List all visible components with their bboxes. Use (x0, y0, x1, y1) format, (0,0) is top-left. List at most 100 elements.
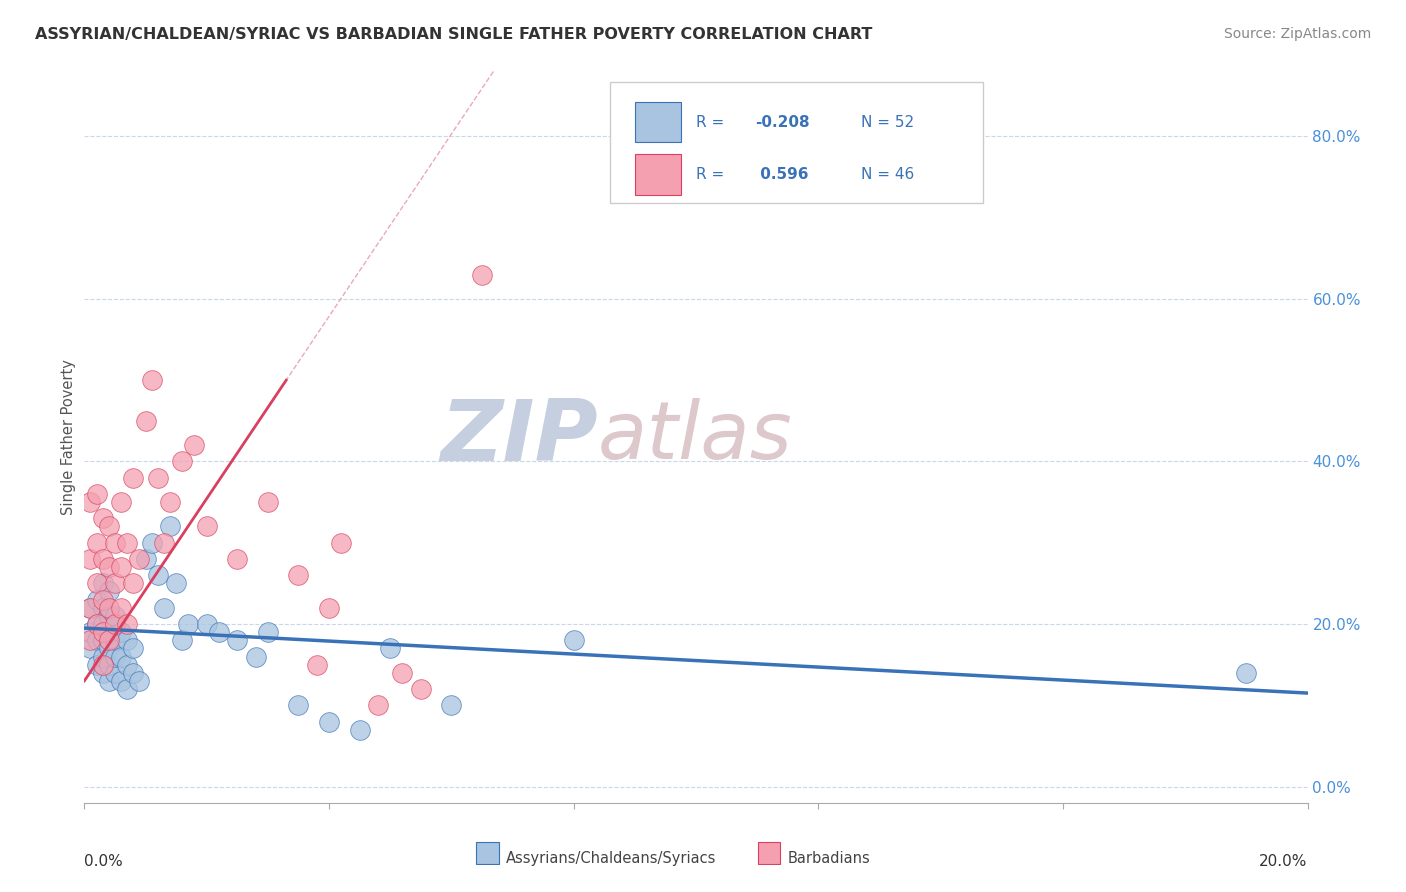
Point (141, 535, 163, 549)
Point (97, 584, 120, 599)
Point (86, 592, 108, 607)
Point (91, 617, 114, 632)
Point (165, 576, 187, 591)
Point (86, 487, 108, 501)
Point (471, 268, 494, 282)
Point (128, 673, 150, 688)
Text: Source: ZipAtlas.com: Source: ZipAtlas.com (1223, 27, 1371, 41)
Text: ZIP: ZIP (440, 395, 598, 479)
Point (91, 552, 114, 566)
Point (562, 633, 585, 648)
FancyBboxPatch shape (758, 841, 780, 864)
Point (79, 552, 101, 566)
Point (91, 649, 114, 664)
Point (97, 673, 120, 688)
Point (97, 608, 120, 623)
Point (257, 495, 280, 509)
Text: R =: R = (696, 115, 730, 129)
Text: ASSYRIAN/CHALDEAN/SYRIAC VS BARBADIAN SINGLE FATHER POVERTY CORRELATION CHART: ASSYRIAN/CHALDEAN/SYRIAC VS BARBADIAN SI… (35, 27, 873, 42)
Point (86, 535, 108, 549)
Point (135, 552, 157, 566)
Point (104, 576, 127, 591)
Point (86, 617, 108, 632)
Point (79, 600, 101, 615)
Point (86, 576, 108, 591)
Point (97, 633, 120, 648)
Point (110, 625, 132, 640)
Point (97, 519, 120, 533)
Point (440, 698, 463, 713)
Point (97, 641, 120, 656)
Point (226, 633, 249, 648)
Text: Barbadians: Barbadians (787, 851, 870, 865)
Text: -0.208: -0.208 (755, 115, 810, 129)
Text: R =: R = (696, 167, 730, 182)
Point (97, 657, 120, 672)
Point (172, 633, 194, 648)
Point (245, 649, 267, 664)
Point (122, 576, 145, 591)
FancyBboxPatch shape (477, 841, 499, 864)
Point (183, 438, 205, 452)
Point (146, 568, 169, 582)
Point (409, 681, 432, 696)
Point (86, 657, 108, 672)
Point (97, 600, 120, 615)
Point (287, 698, 309, 713)
Point (104, 617, 127, 632)
Point (122, 641, 145, 656)
Point (110, 495, 132, 509)
Point (128, 552, 150, 566)
FancyBboxPatch shape (610, 82, 983, 203)
Point (97, 625, 120, 640)
Point (177, 617, 200, 632)
Point (305, 657, 328, 672)
Point (122, 471, 145, 485)
Point (115, 535, 138, 549)
Point (86, 617, 108, 632)
Text: 0.0%: 0.0% (84, 854, 124, 869)
Text: atlas: atlas (598, 398, 793, 476)
Point (91, 592, 114, 607)
Point (86, 633, 108, 648)
Point (141, 373, 163, 387)
Point (153, 600, 176, 615)
Point (97, 560, 120, 574)
Point (195, 617, 218, 632)
FancyBboxPatch shape (636, 154, 682, 194)
Point (79, 641, 101, 656)
Point (349, 723, 371, 737)
Point (159, 519, 181, 533)
Point (79, 600, 101, 615)
Y-axis label: Single Father Poverty: Single Father Poverty (60, 359, 76, 515)
Text: 20.0%: 20.0% (1260, 854, 1308, 869)
Point (318, 600, 340, 615)
Point (91, 511, 114, 525)
Point (380, 641, 402, 656)
Point (1236, 665, 1258, 680)
Point (146, 471, 169, 485)
Point (391, 665, 413, 680)
Point (115, 617, 138, 632)
Point (91, 657, 114, 672)
FancyBboxPatch shape (636, 103, 682, 143)
Point (104, 535, 127, 549)
Point (79, 625, 101, 640)
Point (159, 495, 181, 509)
Point (104, 633, 127, 648)
Point (257, 625, 280, 640)
Point (79, 633, 101, 648)
Point (208, 625, 231, 640)
Point (104, 665, 127, 680)
Point (287, 568, 309, 582)
Point (110, 649, 132, 664)
Point (110, 673, 132, 688)
Point (104, 608, 127, 623)
Point (91, 633, 114, 648)
Point (226, 552, 249, 566)
Point (91, 665, 114, 680)
Point (104, 649, 127, 664)
Text: N = 46: N = 46 (860, 167, 914, 182)
Text: N = 52: N = 52 (860, 115, 914, 129)
Point (110, 560, 132, 574)
